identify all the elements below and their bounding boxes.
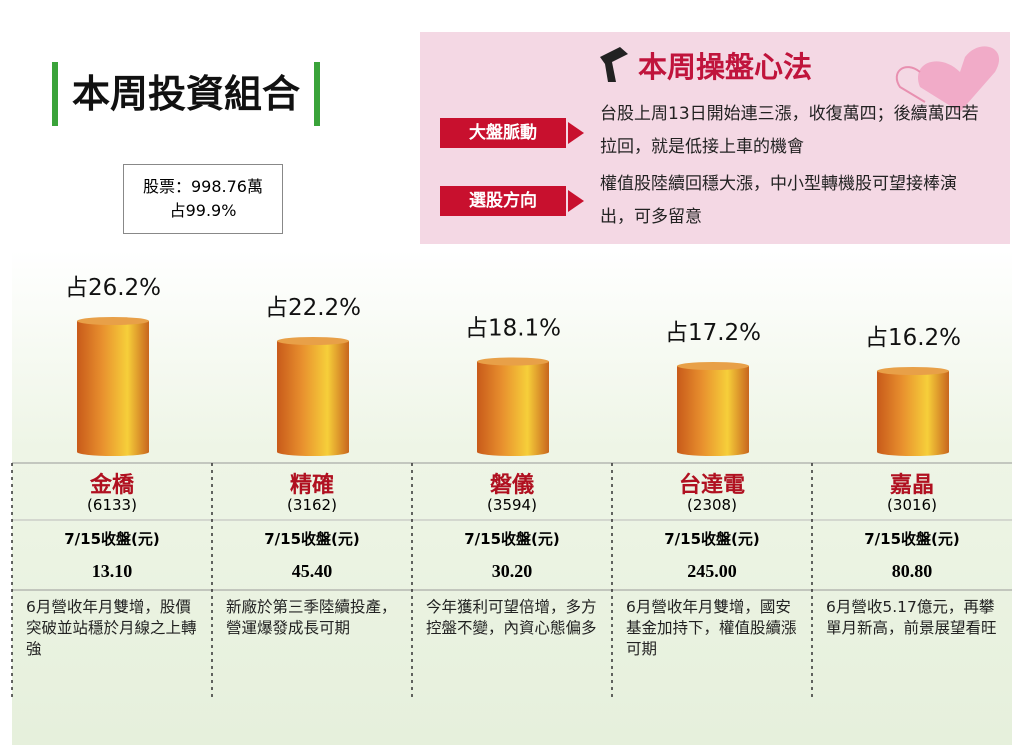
background	[12, 250, 1012, 745]
tag: 選股方向	[440, 186, 566, 216]
main-title: 本周投資組合	[52, 62, 321, 126]
stock-code: (6133)	[87, 496, 137, 514]
stock-name: 金橋	[89, 473, 134, 498]
cylinder-top	[277, 337, 349, 345]
stock-note: 6月營收年月雙增，股價突破並站穩於月線之上轉強	[26, 598, 197, 658]
close-price: 45.40	[291, 561, 333, 581]
cylinder	[77, 321, 149, 456]
strategy-text: 台股上周13日開始連三漲，收復萬四；後續萬四若拉回，就是低接上車的機會	[600, 104, 979, 157]
close-label: 7/15收盤(元)	[664, 530, 760, 548]
cylinder-top	[877, 367, 949, 375]
cylinder	[477, 361, 549, 456]
stock-note: 新廠於第三季陸續投產，營運爆發成長可期	[226, 598, 397, 637]
stock-name: 精確	[289, 473, 334, 498]
value-label: 占22.2%	[265, 295, 361, 321]
stock-share: 占99.9%	[169, 201, 237, 220]
stock-code: (3016)	[887, 496, 937, 514]
tag: 大盤脈動	[440, 118, 566, 148]
stock-box: 股票：998.76萬 占99.9%	[123, 164, 283, 234]
stock-amount: 股票：998.76萬	[143, 177, 263, 196]
stock-code: (2308)	[687, 496, 737, 514]
close-price: 13.10	[91, 561, 133, 581]
stock-code: (3594)	[487, 496, 537, 514]
cylinder	[877, 371, 949, 456]
close-price: 30.20	[491, 561, 533, 581]
arrow	[568, 122, 584, 144]
panel-title: 本周操盤心法	[638, 50, 813, 84]
cylinder	[277, 341, 349, 456]
close-label: 7/15收盤(元)	[464, 530, 560, 548]
value-label: 占26.2%	[65, 275, 161, 301]
stock-code: (3162)	[287, 496, 337, 514]
strategy-text: 權值股陸續回穩大漲，中小型轉機股可望接棒演出，可多留意	[600, 174, 957, 227]
value-label: 占16.2%	[865, 325, 961, 351]
stock-name: 磐儀	[489, 473, 534, 498]
stock-note: 6月營收5.17億元，再攀單月新高，前景展望看旺	[826, 598, 997, 637]
value-label: 占18.1%	[465, 316, 561, 342]
stock-name: 嘉晶	[889, 473, 934, 498]
stock-name: 台達電	[678, 473, 745, 498]
value-label: 占17.2%	[665, 320, 761, 346]
stock-note: 今年獲利可望倍增，多方控盤不變，內資心態偏多	[426, 598, 597, 637]
close-label: 7/15收盤(元)	[64, 530, 160, 548]
cylinder	[677, 366, 749, 456]
stock-note: 6月營收年月雙增，國安基金加持下，權值股續漲可期	[626, 598, 797, 658]
cylinder-top	[677, 362, 749, 370]
strategy-panel: 本周操盤心法 大盤脈動 台股上周13日開始連三漲，收復萬四；後續萬四若拉回，就是…	[420, 32, 1010, 244]
close-price: 80.80	[891, 561, 933, 581]
arrow	[568, 190, 584, 212]
close-label: 7/15收盤(元)	[264, 530, 360, 548]
cylinder-top	[477, 357, 549, 366]
close-label: 7/15收盤(元)	[864, 530, 960, 548]
panel-deco	[600, 46, 1000, 112]
close-price: 245.00	[687, 561, 737, 581]
cylinder-top	[77, 317, 149, 325]
